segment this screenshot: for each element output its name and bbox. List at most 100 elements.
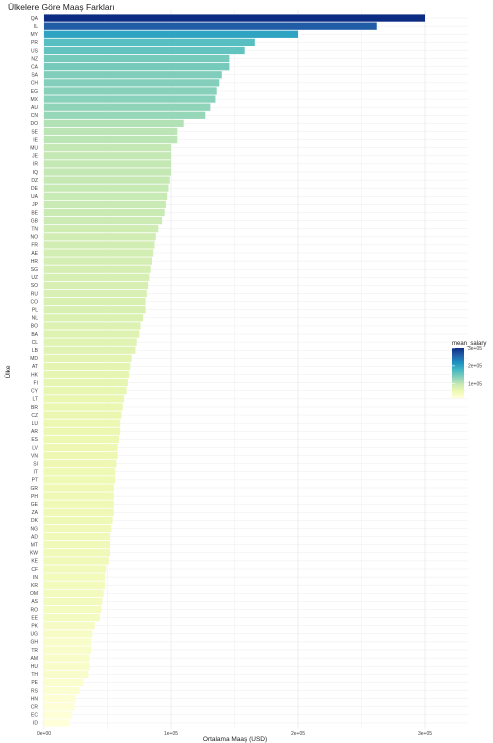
bar-au: [44, 103, 211, 111]
y-tick-label: AS: [31, 599, 38, 605]
y-tick-label: FI: [34, 380, 38, 386]
bar-no: [44, 233, 156, 241]
x-axis-label: Ortalama Maaş (USD): [203, 736, 267, 743]
y-tick-label: FR: [31, 243, 38, 249]
y-tick-label: CR: [31, 705, 39, 711]
y-tick-label: UA: [31, 194, 39, 200]
x-tick-label: 0e+00: [37, 731, 51, 737]
bar-mu: [44, 144, 171, 152]
bar-eg: [44, 87, 217, 95]
legend-tick-label: 1e+05: [468, 382, 482, 388]
bar-ca: [44, 63, 230, 71]
bar-de: [44, 184, 169, 192]
bar-gh: [44, 638, 91, 646]
y-tick-label: US: [31, 48, 39, 54]
y-tick-label: SG: [31, 267, 38, 273]
bar-ua: [44, 192, 168, 200]
bar-ro: [44, 605, 102, 614]
y-tick-label: RS: [31, 688, 39, 694]
y-tick-label: PL: [32, 308, 38, 314]
bar-se: [44, 127, 178, 136]
bar-hr: [44, 257, 152, 265]
bar-je: [44, 152, 171, 160]
y-tick-label: ZA: [32, 510, 39, 516]
bar-ad: [44, 532, 111, 541]
y-tick-label: MX: [31, 97, 39, 103]
bar-gr: [44, 484, 114, 492]
bar-mx: [44, 95, 216, 103]
bar-ae: [44, 249, 154, 257]
bar-us: [44, 46, 245, 55]
bar-cl: [44, 338, 137, 346]
y-tick-label: UG: [31, 632, 39, 638]
bar-rs: [44, 686, 80, 695]
y-tick-label: MT: [31, 542, 38, 548]
y-tick-label: AM: [31, 656, 39, 662]
legend-colorbar: [452, 348, 464, 398]
y-tick-label: HN: [31, 696, 39, 702]
bar-ie: [44, 135, 178, 144]
bar-am: [44, 654, 90, 662]
y-tick-label: CA: [31, 64, 39, 70]
x-tick-label: 3e+05: [418, 731, 432, 737]
y-tick-label: AE: [31, 251, 38, 257]
y-tick-label: SE: [31, 129, 38, 135]
chart-title: Ülkelere Göre Maaş Farkları: [8, 2, 115, 12]
y-tick-label: VN: [31, 453, 38, 459]
bar-lu: [44, 419, 121, 427]
y-tick-label: AR: [31, 429, 38, 435]
bar-ru: [44, 289, 147, 298]
y-tick-label: TN: [31, 227, 38, 233]
bar-bo: [44, 322, 141, 330]
bar-ke: [44, 557, 109, 565]
y-tick-label: MY: [31, 32, 39, 38]
x-tick-label: 2e+05: [291, 731, 305, 737]
y-tick-label: DE: [31, 186, 39, 192]
y-tick-label: AT: [32, 364, 38, 370]
bar-ph: [44, 492, 114, 500]
y-tick-label: RO: [31, 607, 39, 613]
bar-kw: [44, 549, 111, 557]
y-tick-label: EC: [31, 713, 38, 719]
bar-sa: [44, 71, 222, 79]
y-tick-label: CZ: [31, 413, 38, 419]
bar-si: [44, 460, 117, 468]
bar-pl: [44, 306, 146, 314]
y-tick-label: JP: [32, 202, 39, 208]
bar-do: [44, 119, 184, 128]
bar-co: [44, 297, 146, 306]
bar-id: [44, 719, 70, 727]
y-tick-label: HR: [31, 259, 39, 265]
bar-tr: [44, 646, 91, 654]
bar-pk: [44, 622, 95, 630]
bar-pr: [44, 38, 255, 47]
legend-ticks: 1e+05 2e+05 3e+05: [452, 346, 482, 388]
bar-dz: [44, 176, 170, 184]
bars: [44, 14, 425, 727]
bar-cz: [44, 411, 122, 419]
y-tick-label: ES: [31, 437, 38, 443]
y-tick-label: PH: [31, 494, 38, 500]
y-tick-label: KW: [30, 551, 38, 557]
bar-es: [44, 435, 119, 444]
y-tick-label: CN: [31, 113, 39, 119]
y-tick-label: GB: [31, 218, 39, 224]
y-tick-label: NG: [31, 526, 39, 532]
y-tick-label: IT: [34, 470, 38, 476]
y-tick-label: GR: [31, 486, 39, 492]
bar-ba: [44, 330, 140, 338]
bar-so: [44, 281, 149, 290]
legend: mean_salary 1e+05 2e+05 3e+05: [452, 341, 486, 398]
y-tick-label: MU: [30, 145, 38, 151]
y-tick-label: KE: [31, 559, 38, 565]
bar-my: [44, 30, 298, 38]
y-tick-label: OM: [30, 591, 38, 597]
bar-ee: [44, 613, 100, 622]
bar-hn: [44, 694, 76, 703]
y-tick-label: AD: [31, 534, 38, 540]
y-tick-label: LV: [32, 445, 38, 451]
bar-cf: [44, 565, 107, 573]
bar-vn: [44, 451, 118, 460]
x-tick-label: 1e+05: [164, 731, 178, 737]
y-tick-label: HK: [31, 372, 39, 378]
